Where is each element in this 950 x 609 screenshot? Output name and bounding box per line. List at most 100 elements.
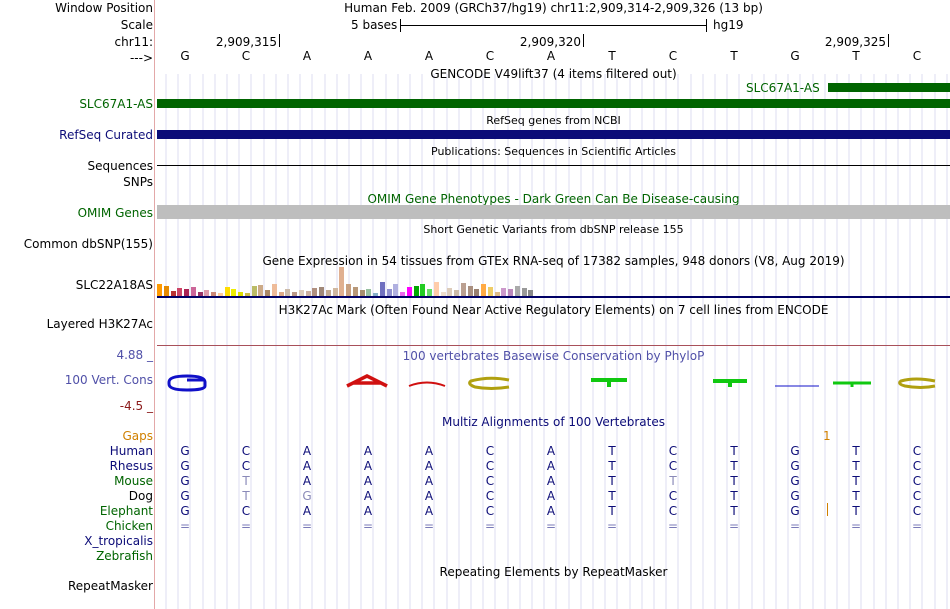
gtex-tissue-bar[interactable]: [177, 288, 183, 296]
gtex-tissue-bar[interactable]: [332, 288, 338, 296]
gtex-tissue-bar[interactable]: [454, 290, 459, 296]
species-label-elephant[interactable]: Elephant: [99, 504, 153, 518]
species-label-mouse[interactable]: Mouse: [114, 474, 153, 488]
gtex-tissue-bar[interactable]: [508, 289, 513, 296]
gtex-tissue-bar[interactable]: [265, 290, 270, 296]
gtex-tissue-bar[interactable]: [501, 288, 507, 296]
gtex-tissue-bar[interactable]: [359, 290, 365, 296]
refseq-gene-bar[interactable]: [157, 130, 950, 139]
cons-logo-glyphs[interactable]: [157, 370, 950, 396]
species-label-human[interactable]: Human: [109, 444, 153, 458]
scale-text: 5 bases: [351, 18, 398, 32]
aligned-base: C: [912, 474, 922, 488]
coord-tick-label: 2,909,315: [215, 35, 277, 49]
gtex-tissue-bar[interactable]: [285, 289, 291, 296]
gtex-tissue-bar[interactable]: [292, 292, 297, 296]
gtex-tissue-bar[interactable]: [467, 286, 473, 296]
gtex-tissue-bar[interactable]: [325, 290, 331, 296]
species-label-zebrafish[interactable]: Zebrafish: [96, 549, 153, 563]
dbsnp-track-label[interactable]: Common dbSNP(155): [23, 237, 153, 251]
gtex-tissue-bar[interactable]: [170, 291, 176, 296]
refseq-track-label[interactable]: RefSeq Curated: [59, 128, 153, 142]
gtex-tissue-bar[interactable]: [460, 283, 466, 296]
gtex-tissue-bar[interactable]: [528, 290, 534, 296]
species-label-chicken[interactable]: Chicken: [105, 519, 153, 533]
gtex-tissue-bar[interactable]: [204, 290, 210, 296]
gtex-tissue-bar[interactable]: [184, 289, 189, 296]
gtex-track-title: Gene Expression in 54 tissues from GTEx …: [262, 254, 845, 268]
gtex-tissue-bar[interactable]: [487, 287, 493, 296]
gtex-tissue-bar[interactable]: [244, 293, 250, 296]
gtex-tissue-bar[interactable]: [211, 292, 216, 296]
gtex-tissue-bar[interactable]: [298, 290, 304, 296]
gtex-tissue-bar[interactable]: [163, 286, 169, 296]
omim-track-label[interactable]: OMIM Genes: [77, 206, 153, 220]
gtex-tissue-bar[interactable]: [433, 282, 439, 296]
aligned-base: C: [912, 459, 922, 473]
gencode-item-label-right[interactable]: SLC67A1-AS: [746, 81, 820, 95]
gtex-tissue-bar[interactable]: [346, 284, 351, 296]
gtex-tissue-bar[interactable]: [224, 287, 230, 296]
gtex-tissue-bar[interactable]: [157, 284, 162, 296]
gtex-tissue-bar[interactable]: [379, 282, 385, 296]
gtex-tissue-bar[interactable]: [420, 284, 426, 296]
species-label-x_tropicalis[interactable]: X_tropicalis: [84, 534, 153, 548]
aligned-base: A: [546, 459, 556, 473]
gencode-track-label[interactable]: SLC67A1-AS: [79, 97, 153, 111]
gtex-tissue-bar[interactable]: [413, 286, 419, 296]
aligned-base: A: [546, 474, 556, 488]
gtex-tissue-bar[interactable]: [352, 287, 358, 296]
gtex-tissue-bar[interactable]: [312, 288, 318, 296]
aligned-base: =: [606, 519, 618, 533]
aligned-base: T: [730, 474, 738, 488]
gtex-tissue-bar[interactable]: [190, 287, 196, 296]
omim-gene-bar[interactable]: [157, 205, 950, 219]
gtex-tissue-bar[interactable]: [386, 289, 392, 296]
repeatmasker-track-label[interactable]: RepeatMasker: [67, 579, 153, 593]
coord-tick-mark: [279, 34, 280, 47]
snps-track-label[interactable]: SNPs: [123, 175, 153, 189]
gtex-tissue-bar[interactable]: [440, 292, 446, 296]
gencode-item-bar-right[interactable]: [828, 83, 950, 92]
gtex-tissue-bar[interactable]: [373, 293, 378, 296]
gtex-tissue-bar[interactable]: [319, 287, 324, 296]
gtex-tissue-bar[interactable]: [339, 267, 345, 296]
gtex-tissue-bar[interactable]: [494, 292, 500, 296]
gtex-tissue-bar[interactable]: [305, 291, 311, 296]
gtex-tissue-bar[interactable]: [474, 289, 480, 296]
gaps-track-label[interactable]: Gaps: [122, 429, 153, 443]
aligned-base: G: [180, 504, 190, 518]
species-label-rhesus[interactable]: Rhesus: [109, 459, 153, 473]
ref-base: C: [241, 49, 251, 63]
gtex-tissue-bar[interactable]: [197, 292, 203, 296]
h3k27ac-track-title: H3K27Ac Mark (Often Found Near Active Re…: [278, 303, 829, 317]
gtex-tissue-bar[interactable]: [427, 289, 432, 296]
aligned-base: T: [669, 474, 677, 488]
gtex-tissue-bar[interactable]: [231, 289, 237, 296]
cons-logo-a-5: [408, 381, 446, 387]
gtex-tissue-bar[interactable]: [366, 289, 372, 296]
aligned-base: A: [424, 444, 434, 458]
gtex-tissue-bar[interactable]: [258, 285, 264, 296]
gtex-tissue-bar[interactable]: [447, 288, 453, 296]
gtex-tissue-bar[interactable]: [393, 284, 399, 296]
gtex-tissue-bar[interactable]: [514, 286, 520, 296]
h3k27ac-track-label[interactable]: Layered H3K27Ac: [46, 317, 153, 331]
gtex-tissue-bar[interactable]: [400, 292, 405, 296]
gtex-tissue-bar[interactable]: [521, 288, 527, 296]
gtex-tissue-bar[interactable]: [278, 292, 284, 296]
sequences-track-label[interactable]: Sequences: [87, 159, 153, 173]
coord-tick-label: 2,909,320: [519, 35, 581, 49]
aligned-base: =: [728, 519, 740, 533]
cons-track-label[interactable]: 100 Vert. Cons: [64, 373, 153, 387]
gtex-tissue-bar[interactable]: [238, 292, 243, 296]
gtex-tissue-bar[interactable]: [481, 284, 486, 296]
gtex-tissue-bar[interactable]: [406, 287, 412, 296]
gtex-tissue-bar[interactable]: [271, 284, 277, 296]
ref-base: T: [852, 49, 860, 63]
gencode-gene-bar[interactable]: [157, 99, 950, 108]
species-label-dog[interactable]: Dog: [128, 489, 153, 503]
gtex-tissue-bar[interactable]: [251, 286, 257, 296]
gtex-tissue-bar[interactable]: [217, 293, 223, 296]
gtex-gene-label[interactable]: SLC22A18AS: [75, 278, 153, 292]
